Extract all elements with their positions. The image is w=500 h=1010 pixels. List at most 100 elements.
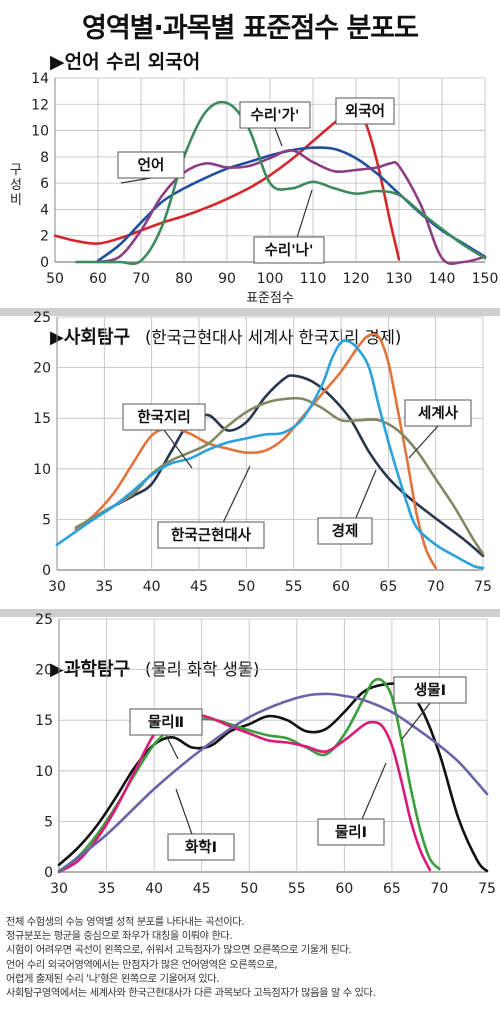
x-tick-label: 45 (190, 579, 208, 595)
x-tick-label: 30 (50, 881, 68, 897)
section-divider-2 (0, 609, 500, 617)
y-tick-label: 6 (40, 176, 49, 192)
x-tick-label: 40 (145, 881, 163, 897)
x-tick-label: 50 (46, 271, 64, 287)
legend-leader-line (120, 177, 152, 184)
legend-leader-line (408, 425, 439, 459)
x-tick-label: 75 (478, 881, 496, 897)
x-tick-label: 70 (132, 271, 150, 287)
series-line-ed959ceab5adeab7bced9884eb8c80ec82ac (74, 396, 485, 556)
legend-label-ec84b8eab384ec82ac: 세계사 (418, 405, 459, 422)
x-tick-label: 60 (335, 881, 353, 897)
x-tick-label: 120 (343, 271, 370, 287)
y-tick-label: 8 (40, 150, 49, 166)
footnote-line-4: 언어 수리 외국어영역에서는 만점자가 많은 언어영역은 오른쪽으로, (6, 959, 278, 971)
legend-box (122, 403, 206, 431)
series-line-ebacbceba6ace285a0 (57, 710, 432, 874)
legend-box (393, 676, 467, 704)
page-title: 영역별·과목별 표준점수 분포도 (82, 13, 419, 44)
x-tick-label: 50 (237, 579, 255, 595)
legend-label-ec99b8eab5adec96b4: 외국어 (345, 102, 385, 120)
x-tick-label: 40 (143, 579, 161, 595)
y-tick-label: 2 (40, 229, 49, 245)
y-tick-label: 15 (35, 713, 53, 729)
series-line-ec99b8eab5adec96b4 (96, 148, 487, 266)
x-tick-label: 35 (98, 881, 116, 897)
legend-box (129, 708, 203, 736)
y-tick-label: 15 (33, 411, 51, 427)
x-tick-label: 55 (285, 579, 303, 595)
x-tick-label: 35 (95, 579, 113, 595)
legend-box (167, 833, 235, 861)
footnote-line-5: 어렵게 출제된 수리 '나'형은 왼쪽으로 기울어져 있다. (6, 973, 220, 985)
y-tick-label: 10 (33, 462, 51, 478)
legend-box (317, 818, 385, 846)
y-tick-label: 4 (40, 202, 49, 218)
x-tick-label: 75 (474, 579, 492, 595)
legend-label-ec839debacbce285a0: 생물Ⅰ (414, 682, 446, 699)
x-tick-label: 65 (379, 579, 397, 595)
y-tick-label: 10 (35, 764, 53, 780)
y-tick-label: 20 (35, 663, 53, 679)
legend-leader-line (274, 127, 283, 147)
legend-box (157, 521, 265, 549)
legend-box (317, 517, 373, 545)
x-tick-label: 45 (193, 881, 211, 897)
y-tick-label: 25 (33, 310, 51, 326)
legend-label-eab2bdeca09c: 경제 (332, 522, 359, 540)
chart-social-studies: ▶사회탐구 (한국근현대사 세계사 한국지리 경제) 0 5 10 15 20 25 30 35… (33, 310, 492, 595)
legend-box (117, 151, 185, 179)
legend-leader-line (163, 429, 193, 469)
x-tick-label: 140 (429, 271, 456, 287)
legend-label-ec8898eba6ac'eab080': 수리'가' (251, 107, 300, 124)
y-tick-label: 5 (44, 814, 53, 830)
x-tick-label: 150 (472, 271, 499, 287)
y-tick-label: 12 (31, 97, 49, 113)
footnote-line-2: 정규분포는 평균을 중심으로 좌우가 대칭을 이뤄야 한다. (6, 931, 233, 943)
legend-box (335, 97, 395, 125)
x-tick-label: 60 (332, 579, 350, 595)
legend-label-ed9994ed9599e285a0: 화학Ⅰ (185, 839, 217, 856)
footnote-line-3: 시험이 어려우면 곡선이 왼쪽으로, 쉬워서 고득점자가 많으면 오른쪽으로 기… (6, 945, 352, 957)
x-tick-label: 130 (386, 271, 413, 287)
footnote: 전체 수험생의 수능 영역별 성적 분포를 나타내는 곡선이다. 정규분포는 평… (6, 916, 496, 1001)
x-tick-label: 50 (240, 881, 258, 897)
y-tick-label: 20 (33, 361, 51, 377)
legend-leader-line (401, 702, 431, 740)
series-line-ed959ceab5adeca780eba6ac (74, 374, 485, 558)
chart-language-math-english: ▶언어 수리 외국어 0 2 4 6 8 10 12 14 50 60 70 80 90 100 110 120… (10, 51, 499, 306)
series-line-ebacbceba6ace285a1 (57, 677, 441, 873)
x-tick-label: 90 (218, 271, 236, 287)
legend-leader-line (165, 734, 179, 760)
y-tick-label: 0 (44, 865, 53, 881)
y-tick-label: 10 (31, 124, 49, 140)
legend-label-ed959ceab5adeca780eba6ac: 한국지리 (137, 409, 190, 426)
legend-box (239, 101, 311, 129)
x-tick-label: 65 (383, 881, 401, 897)
x-tick-label: 30 (48, 579, 66, 595)
chart-title: ▶언어 수리 외국어 (50, 51, 200, 73)
chart-title: ▶과학탐구 (50, 658, 130, 680)
legend-label-ed959ceab5adeab7bced9884eb8c80ec82ac: 한국근현대사 (171, 527, 252, 544)
legend-label-ec96b8ec96b4: 언어 (138, 156, 165, 174)
series-line-ec8898eba6ac'eb8298' (75, 100, 487, 266)
footnote-line-6: 사회탐구영역에서는 세계사와 한국근현대사가 다른 과목보다 고득점자가 많음을… (6, 988, 376, 1000)
x-tick-label: 100 (257, 271, 284, 287)
chart-subtitle: (한국근현대사 세계사 한국지리 경제) (145, 328, 401, 347)
x-tick-label: 60 (89, 271, 107, 287)
x-axis-label: 표준점수 (246, 291, 294, 306)
x-tick-label: 70 (427, 579, 445, 595)
series-line-ec839debacbce285a0 (57, 682, 489, 873)
legend-label-ebacbceba6ace285a0: 물리Ⅰ (335, 824, 367, 841)
legend-box (404, 399, 472, 427)
y-tick-label: 25 (35, 612, 53, 628)
x-tick-label: 70 (431, 881, 449, 897)
x-tick-label: 55 (288, 881, 306, 897)
y-tick-label: 0 (42, 563, 51, 579)
footnote-line-1: 전체 수험생의 수능 영역별 성적 분포를 나타내는 곡선이다. (6, 917, 245, 928)
legend-label-ebacbceba6ace285a1: 물리Ⅱ (148, 714, 184, 731)
legend-label-ec8898eba6ac'eb8298': 수리'나' (265, 242, 314, 259)
